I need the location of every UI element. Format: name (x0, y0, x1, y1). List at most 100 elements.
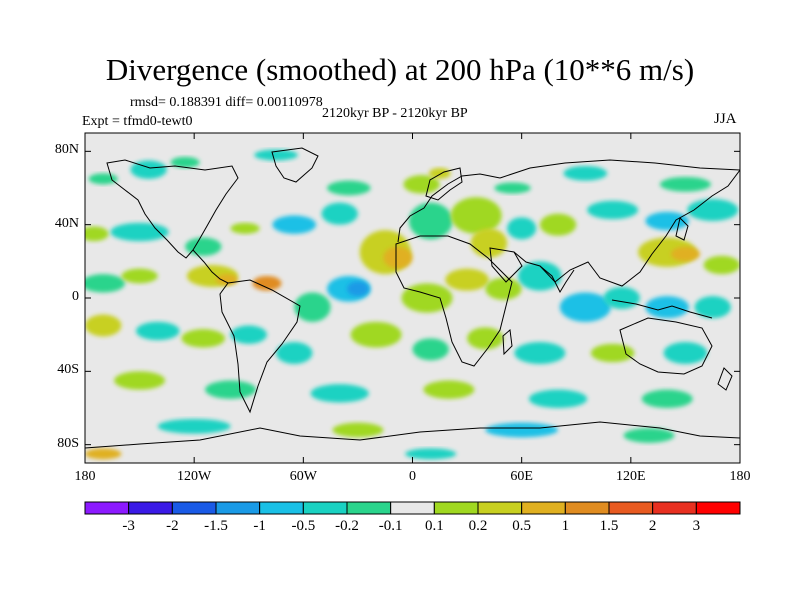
x-tick-label: 60E (510, 469, 533, 484)
field-contour-14 (272, 215, 317, 234)
field-contour-23 (587, 200, 639, 220)
field-contour-0 (88, 173, 118, 185)
colorbar-swatch-8 (433, 501, 479, 515)
coastline-new-zealand (717, 367, 733, 391)
colorbar-label: 3 (692, 518, 701, 534)
field-contour-6 (428, 167, 451, 179)
colorbar-swatch-14 (695, 501, 741, 515)
colorbar-swatch-0 (84, 501, 130, 515)
field-contour-25 (687, 199, 739, 221)
colorbar-swatch-9 (477, 501, 523, 515)
field-contour-39 (485, 277, 522, 300)
experiment-label: Expt = tfmd0-tewt0 (82, 114, 193, 129)
field-contour-33 (252, 276, 282, 291)
field-contour-3 (254, 149, 298, 161)
colorbar-label: 0.2 (468, 518, 488, 534)
coastline-scandinavia (425, 167, 463, 201)
coastline-asia (499, 159, 740, 287)
divergence-field (85, 149, 740, 460)
field-contour-65 (623, 428, 675, 443)
y-tick-label: 40S (57, 362, 79, 378)
field-contour-10 (85, 226, 109, 242)
x-tick-label: 0 (409, 469, 416, 484)
colorbar-swatch-10 (521, 501, 566, 515)
field-contour-50 (350, 321, 402, 348)
colorbar-swatch-7 (390, 501, 435, 515)
field-contour-42 (603, 287, 640, 309)
season-label: JJA (714, 111, 737, 127)
x-tick-label: 120W (177, 469, 212, 484)
colorbar-swatch-2 (171, 501, 217, 515)
field-contour-35 (347, 281, 369, 297)
field-contour-62 (157, 419, 231, 434)
colorbar-swatch-4 (259, 501, 304, 515)
field-contour-67 (405, 448, 457, 460)
colorbar-label: -0.1 (378, 518, 403, 534)
colorbar-label: -2 (166, 518, 179, 534)
field-contour-49 (276, 342, 313, 364)
field-contour-9 (659, 177, 711, 192)
field-contour-58 (310, 384, 369, 403)
field-contour-56 (114, 371, 166, 390)
x-tick-label: 60W (289, 469, 317, 484)
y-tick-label: 40N (54, 215, 79, 231)
coastline-australia (619, 317, 713, 375)
field-contour-38 (445, 268, 489, 291)
field-contour-11 (110, 222, 169, 242)
coastline-europe (397, 173, 501, 243)
period-label: 2120kyr BP - 2120kyr BP (322, 106, 468, 121)
field-contour-47 (181, 329, 226, 348)
colorbar-swatch-6 (346, 501, 392, 515)
field-contour-52 (467, 327, 504, 350)
field-contour-53 (514, 342, 566, 364)
field-contour-29 (85, 274, 126, 293)
field-contour-64 (485, 422, 559, 438)
field-contour-2 (170, 156, 200, 168)
field-contour-60 (528, 389, 588, 409)
field-contour-57 (205, 380, 257, 399)
colorbar-swatch-3 (215, 501, 261, 515)
coastline-africa (395, 235, 513, 367)
field-contour-8 (563, 166, 608, 181)
colorbar-swatch-5 (302, 501, 348, 515)
field-contour-20 (470, 228, 508, 258)
field-contour-37 (401, 283, 453, 313)
field-contour-17 (383, 246, 413, 269)
x-tick-label: 120E (616, 469, 646, 484)
colorbar-label: 1 (561, 518, 570, 534)
colorbar-swatch-11 (564, 501, 610, 515)
plot-title: Divergence (smoothed) at 200 hPa (10**6 … (105, 52, 695, 87)
field-contour-44 (694, 296, 731, 319)
y-tick-label: 80N (54, 142, 79, 158)
coastline-india (539, 265, 575, 294)
coastline-madagascar (502, 329, 513, 356)
field-contour-19 (450, 197, 502, 234)
coastline-antarctica (85, 421, 740, 449)
field-contour-54 (590, 343, 635, 363)
field-contour-41 (559, 292, 611, 322)
colorbar-label: 1.5 (599, 518, 619, 534)
x-tick-label: 180 (74, 469, 96, 484)
coastline-japan (675, 217, 689, 241)
axis-ticks (84, 133, 741, 463)
field-contour-40 (518, 261, 562, 291)
colorbar-swatch-12 (608, 501, 654, 515)
field-contour-63 (332, 422, 384, 438)
coastline-north-america (106, 159, 239, 259)
colorbar-label: 0.1 (424, 518, 444, 534)
colorbar-label: 0.5 (512, 518, 532, 534)
y-tick-label: 80S (57, 435, 79, 451)
field-contour-59 (423, 380, 475, 399)
field-contour-30 (121, 268, 158, 284)
field-contour-46 (135, 321, 180, 341)
colorbar-label: -0.5 (291, 518, 316, 534)
colorbar-label: 2 (648, 518, 657, 534)
field-contour-61 (641, 389, 693, 409)
colorbar-label: -3 (122, 518, 135, 534)
coastline-arabia (489, 247, 523, 283)
field-contour-7 (494, 182, 531, 194)
field-contour-22 (539, 213, 577, 236)
field-contour-15 (321, 202, 358, 225)
colorbar-swatch-1 (128, 501, 173, 515)
